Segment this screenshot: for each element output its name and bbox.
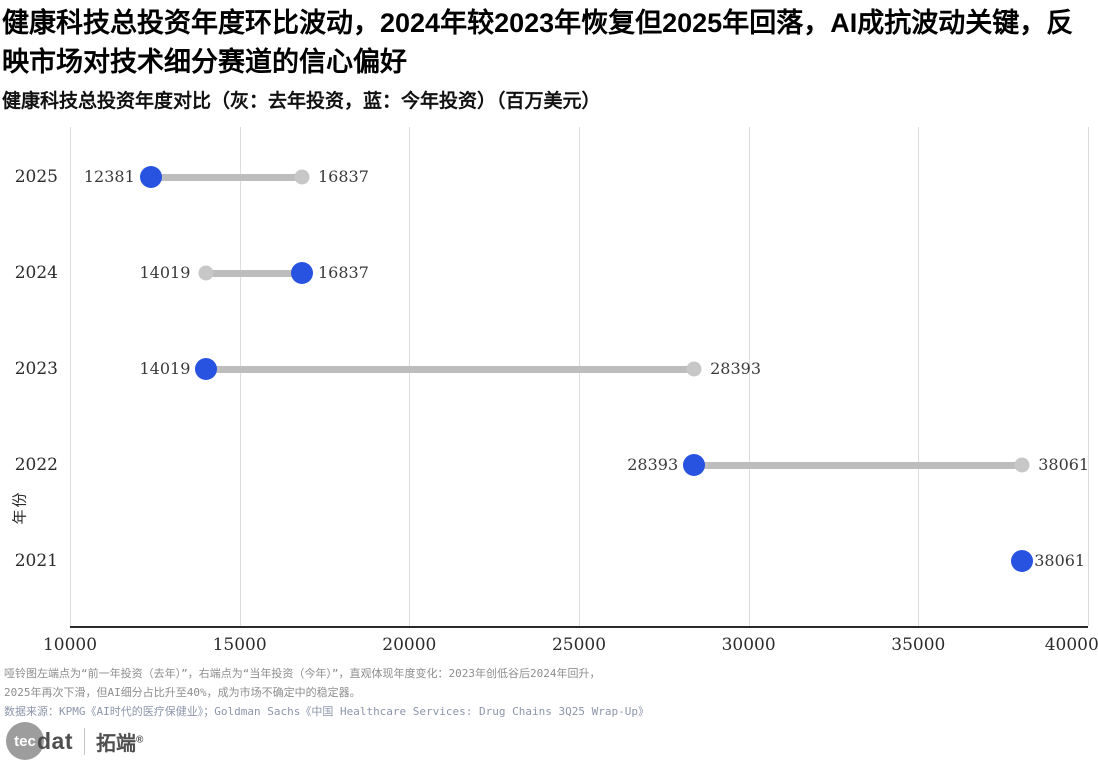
dumbbell-connector	[150, 173, 302, 181]
y-tick-label: 2023	[14, 359, 58, 379]
dumbbell-connector	[206, 365, 695, 373]
chart: 年份 10000 15000 20000 25000 30000 35000 40000 12…	[0, 127, 1098, 667]
dot-previous-year	[198, 265, 214, 281]
x-tick-label: 30000	[721, 635, 776, 655]
dot-previous-year	[294, 169, 310, 185]
dot-current-year	[291, 262, 313, 284]
dumbbell-connector	[206, 269, 302, 277]
registered-mark: ®	[136, 733, 144, 745]
value-label: 14019	[139, 359, 191, 378]
footnote-line-1: 哑铃图左端点为“前一年投资（去年）”，右端点为“当年投资（今年）”，直观体现年度…	[4, 667, 601, 680]
value-label: 28393	[627, 455, 679, 474]
logo-brand: 拓端®	[96, 732, 144, 755]
value-label: 38061	[1038, 455, 1090, 474]
logo-text: dat	[37, 727, 73, 754]
value-label: 12381	[83, 167, 135, 186]
x-tick-label: 10000	[42, 635, 98, 655]
gridline	[239, 127, 241, 626]
gridline	[70, 127, 71, 626]
gridline	[579, 127, 580, 626]
dot-previous-year	[1014, 457, 1030, 473]
x-tick-label: 25000	[551, 635, 607, 655]
y-axis-label: 年份	[10, 490, 29, 525]
dot-previous-year	[686, 361, 702, 377]
y-tick-label: 2024	[14, 263, 58, 283]
page-title: 健康科技总投资年度环比波动，2024年较2023年恢复但2025年回落，AI成抗…	[2, 8, 1074, 77]
footnotes: 哑铃图左端点为“前一年投资（去年）”，右端点为“当年投资（今年）”，直观体现年度…	[4, 664, 1094, 721]
x-tick-label: 20000	[382, 635, 437, 655]
gridline	[409, 127, 411, 626]
value-label: 16837	[318, 167, 369, 186]
y-tick-label: 2021	[14, 551, 58, 571]
gridline	[748, 127, 750, 626]
chart-header: 健康科技总投资年度环比波动，2024年较2023年恢复但2025年回落，AI成抗…	[2, 4, 1096, 115]
value-label: 14019	[139, 263, 191, 282]
value-label: 16837	[318, 263, 369, 282]
x-tick-label: 15000	[212, 635, 267, 655]
logo-circle: tec	[6, 722, 44, 760]
gridline	[918, 127, 920, 626]
value-label: 38061	[1034, 551, 1086, 570]
logo-divider	[84, 727, 85, 755]
dot-current-year	[683, 454, 706, 476]
footnote-line-2: 2025年再次下滑，但AI细分占比升至40%，成为市场不确定中的稳定器。	[4, 686, 361, 699]
y-tick-label: 2025	[14, 167, 58, 187]
tecdat-logo: tec dat 拓端®	[6, 721, 143, 761]
dumbbell-connector	[694, 461, 1023, 469]
dot-current-year	[139, 166, 162, 188]
chart-subtitle: 健康科技总投资年度对比（灰：去年投资，蓝：今年投资）（百万美元）	[2, 91, 601, 112]
value-label: 28393	[710, 359, 762, 378]
dot-current-year	[195, 358, 218, 380]
y-tick-label: 2022	[14, 455, 58, 475]
plot-area: 10000 15000 20000 25000 30000 35000 40000 12381…	[43, 127, 1098, 655]
x-tick-label: 40000	[1044, 635, 1098, 655]
dot-current-year	[1011, 550, 1034, 572]
gridline	[1088, 127, 1089, 626]
x-tick-label: 35000	[891, 635, 946, 655]
data-source-note: 数据来源：KPMG《AI时代的医疗保健业》；Goldman Sachs《中国 H…	[4, 705, 649, 718]
